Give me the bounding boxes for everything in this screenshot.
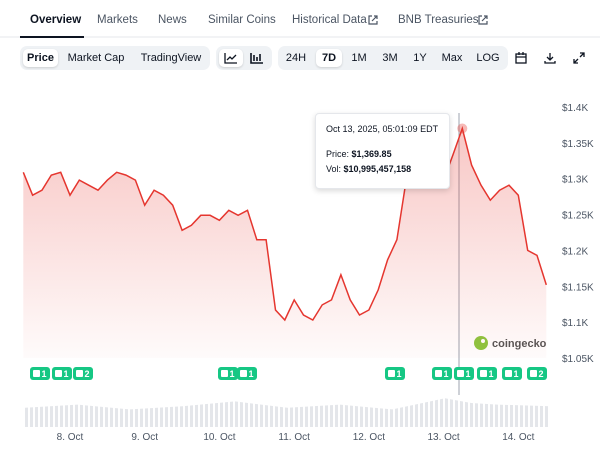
event-count: 1 <box>465 369 470 379</box>
tab[interactable]: Markets <box>97 14 138 26</box>
price-line <box>22 125 548 322</box>
event-badge: 1 <box>477 367 497 380</box>
x-tick-label: 11. Oct <box>278 432 310 443</box>
y-tick-label: $1.25K <box>562 211 594 222</box>
hover-point <box>457 123 468 134</box>
view-button[interactable]: Price <box>23 49 58 67</box>
external-icon <box>368 15 378 25</box>
x-tick-label: 9. Oct <box>131 432 158 443</box>
tab[interactable]: Overview <box>30 14 82 26</box>
y-tick-label: $1.1K <box>562 318 588 329</box>
event-count: 2 <box>538 369 543 379</box>
event-badge: 2 <box>73 367 93 380</box>
event-icon <box>33 370 40 377</box>
tooltip-price: $1,369.85 <box>351 149 392 159</box>
view-button[interactable]: Market Cap <box>67 52 125 64</box>
y-tick-label: $1.05K <box>562 354 594 365</box>
y-tick-label: $1.4K <box>562 103 588 114</box>
tab[interactable]: News <box>158 14 187 26</box>
range-button[interactable]: 3M <box>382 52 398 64</box>
event-icon <box>76 370 83 377</box>
event-icon <box>221 370 228 377</box>
tooltip-date: Oct 13, 2025, 05:01:09 EDT <box>326 124 439 134</box>
event-icon <box>530 370 537 377</box>
x-tick-label: 14. Oct <box>502 432 534 443</box>
event-badge: 1 <box>52 367 72 380</box>
range-button[interactable]: 24H <box>285 52 307 64</box>
tab[interactable]: Historical Data <box>292 14 367 26</box>
x-tick-label: 10. Oct <box>203 432 235 443</box>
event-icon <box>480 370 487 377</box>
tab[interactable]: BNB Treasuries <box>398 14 479 26</box>
event-icon <box>388 370 395 377</box>
line-chart-button[interactable] <box>219 49 243 67</box>
expand-button[interactable] <box>570 49 588 67</box>
x-tick-label: 13. Oct <box>427 432 459 443</box>
y-tick-label: $1.35K <box>562 139 594 150</box>
event-icon <box>457 370 464 377</box>
event-badge: 1 <box>218 367 238 380</box>
range-button[interactable]: 1Y <box>413 52 427 64</box>
event-count: 1 <box>396 369 401 379</box>
event-badge: 1 <box>30 367 50 380</box>
event-count: 1 <box>443 369 448 379</box>
event-count: 1 <box>63 369 68 379</box>
event-badge: 1 <box>237 367 257 380</box>
event-badge: 1 <box>432 367 452 380</box>
event-count: 1 <box>248 369 253 379</box>
event-icon <box>505 370 512 377</box>
y-tick-label: $1.15K <box>562 282 594 293</box>
event-count: 2 <box>84 369 89 379</box>
event-count: 1 <box>488 369 493 379</box>
range-button[interactable]: 7D <box>316 49 342 67</box>
tooltip-price-label: Price: <box>326 149 350 159</box>
calendar-button[interactable] <box>512 49 530 67</box>
event-badge: 2 <box>527 367 547 380</box>
y-tick-label: $1.2K <box>562 246 588 257</box>
view-button[interactable]: TradingView <box>140 52 202 64</box>
x-tick-label: 8. Oct <box>57 432 84 443</box>
tooltip-volume: $10,995,457,158 <box>343 164 412 174</box>
tooltip: Oct 13, 2025, 05:01:09 EDT Price: $1,369… <box>315 113 450 189</box>
event-badge: 1 <box>385 367 405 380</box>
external-icon <box>478 15 488 25</box>
y-tick-label: $1.3K <box>562 175 588 186</box>
event-icon <box>435 370 442 377</box>
event-count: 1 <box>229 369 234 379</box>
download-button[interactable] <box>541 49 559 67</box>
area <box>23 128 547 358</box>
event-icon <box>55 370 62 377</box>
range-button[interactable]: 1M <box>351 52 367 64</box>
event-count: 1 <box>513 369 518 379</box>
event-badge: 1 <box>502 367 522 380</box>
event-badge: 1 <box>454 367 474 380</box>
tab[interactable]: Similar Coins <box>208 14 276 26</box>
range-button[interactable]: LOG <box>476 52 500 64</box>
candle-chart-button[interactable] <box>245 49 269 67</box>
range-button[interactable]: Max <box>441 52 463 64</box>
x-tick-label: 12. Oct <box>353 432 385 443</box>
event-count: 1 <box>41 369 46 379</box>
tooltip-volume-label: Vol: <box>326 164 342 174</box>
event-icon <box>240 370 247 377</box>
